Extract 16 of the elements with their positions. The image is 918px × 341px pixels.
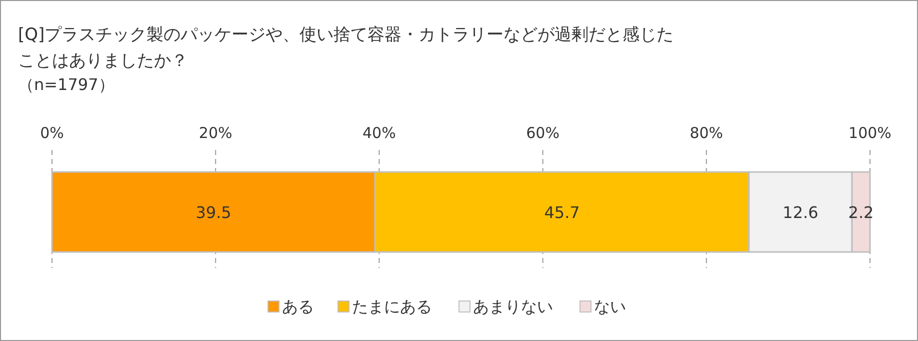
legend-label: ない (594, 297, 626, 316)
legend-label: あまりない (473, 297, 553, 316)
x-tick-label: 0% (40, 124, 64, 142)
x-tick-label: 80% (690, 124, 724, 142)
x-tick-label: 60% (526, 124, 560, 142)
x-tick-label: 40% (362, 124, 396, 142)
legend-label: たまにある (352, 297, 432, 316)
x-tick-label: 20% (198, 124, 232, 142)
chart-title: [Q]プラスチック製のパッケージや、使い捨て容器・カトラリーなどが過剰だと感じたことはありましたか？ (18, 25, 674, 71)
data-label: 39.5 (196, 203, 232, 222)
data-label: 45.7 (544, 203, 580, 222)
data-label: 2.2 (848, 203, 874, 222)
legend-label: ある (282, 297, 314, 316)
chart-subtitle: （n=1797） (18, 75, 114, 94)
x-tick-label: 100% (848, 124, 892, 142)
data-label: 12.6 (782, 203, 818, 222)
